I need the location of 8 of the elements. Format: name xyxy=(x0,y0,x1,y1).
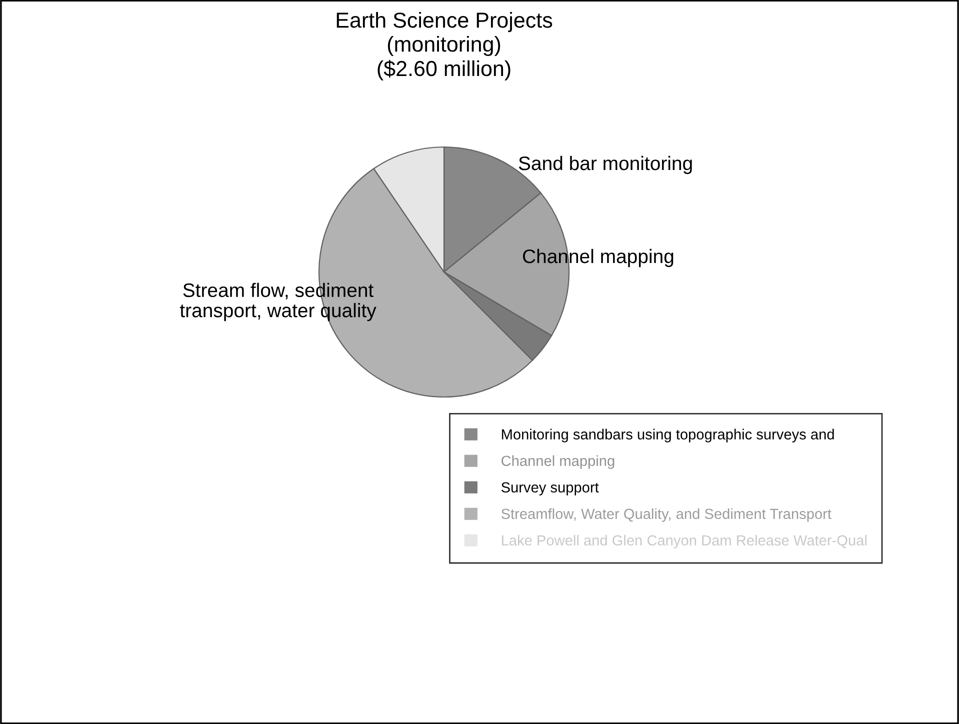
text: Channel mapping xyxy=(522,248,674,268)
text: Sand bar monitoring xyxy=(518,156,692,174)
legend-label: Streamflow, Water Quality, and Sediment Transport xyxy=(501,508,832,522)
legend-label: Monitoring sandbars using topographic surveys and xyxy=(502,428,834,442)
legend-label: Channel mapping xyxy=(502,455,614,469)
legend-label: Survey support xyxy=(501,482,599,496)
chart-title: Earth Science Projects (monitoring) ($2.60 million) xyxy=(336,12,552,80)
text: Stream flow, sediment transport, water quality xyxy=(180,282,376,322)
